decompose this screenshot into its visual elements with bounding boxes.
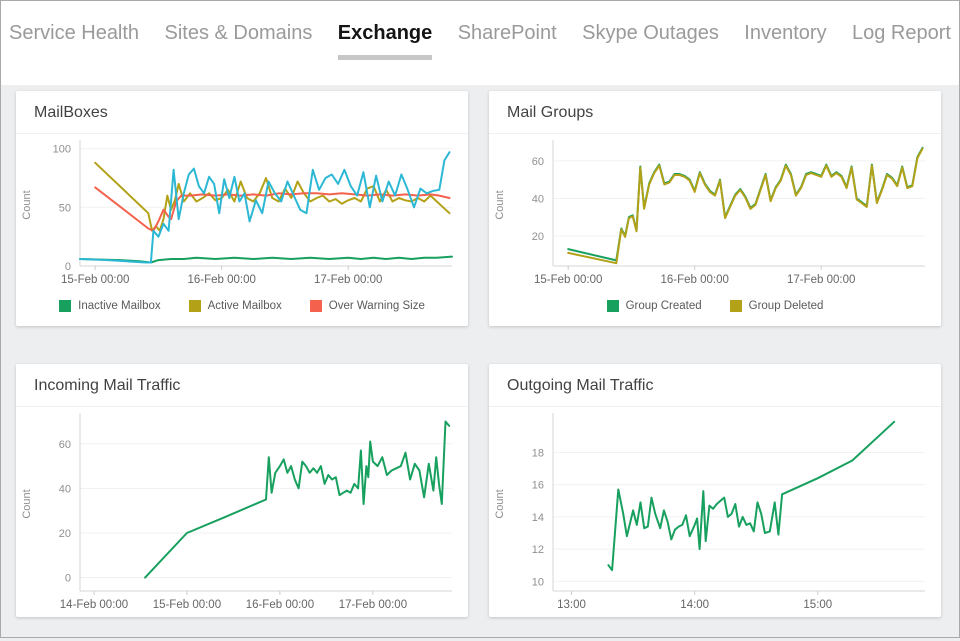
tabs-nav: Service Health Sites & Domains Exchange … <box>9 22 951 60</box>
chart-canvas[interactable]: 0 50 100 15-Feb 00:00 16-Feb 00:00 17-Feb 00:… <box>16 136 468 292</box>
dashboard-grid: MailBoxes 0 50 100 15-Feb 00:00 16-Feb 00:00… <box>1 85 959 641</box>
svg-text:12: 12 <box>532 544 544 556</box>
mail-groups-line-chart[interactable]: 20 40 60 15-Feb 00:00 16-Feb 00:00 17-Feb 00:… <box>489 136 941 292</box>
legend-item: Active Mailbox <box>188 300 282 312</box>
chart-legend: Inactive Mailbox Active Mailbox Over Warni… <box>16 292 468 326</box>
svg-text:60: 60 <box>59 439 71 451</box>
svg-text:17-Feb 00:00: 17-Feb 00:00 <box>787 274 855 286</box>
svg-text:14: 14 <box>532 512 544 524</box>
legend-label: Over Warning Size <box>328 300 425 312</box>
svg-text:50: 50 <box>59 202 71 214</box>
svg-text:17-Feb 00:00: 17-Feb 00:00 <box>339 599 407 611</box>
legend-item: Inactive Mailbox <box>59 300 161 312</box>
legend-swatch <box>729 300 742 312</box>
tab-exchange[interactable]: Exchange <box>338 22 432 60</box>
svg-text:14:00: 14:00 <box>680 599 709 611</box>
legend-swatch <box>188 300 201 312</box>
tab-skype-outages[interactable]: Skype Outages <box>582 22 719 44</box>
svg-text:Count: Count <box>21 190 33 219</box>
legend-item: Group Deleted <box>729 300 824 312</box>
legend-swatch <box>59 300 72 312</box>
card-incoming-mail-traffic: Incoming Mail Traffic 0 20 40 60 14-Feb 00:0… <box>16 364 468 617</box>
svg-text:15-Feb 00:00: 15-Feb 00:00 <box>61 274 129 286</box>
card-mailboxes: MailBoxes 0 50 100 15-Feb 00:00 16-Feb 00:00… <box>16 91 468 326</box>
chart-canvas[interactable]: 0 20 40 60 14-Feb 00:00 15-Feb 00:00 16-Feb 00… <box>16 409 468 617</box>
svg-text:20: 20 <box>532 231 544 243</box>
incoming-mail-line-chart[interactable]: 0 20 40 60 14-Feb 00:00 15-Feb 00:00 16-Feb 00… <box>16 409 468 617</box>
tab-inventory[interactable]: Inventory <box>744 22 827 44</box>
svg-text:60: 60 <box>532 156 544 168</box>
chart-canvas[interactable]: 10 12 14 16 18 13:00 14:00 15:00 Count <box>489 409 941 617</box>
svg-text:100: 100 <box>53 144 71 156</box>
card-mail-groups: Mail Groups 20 40 60 15-Feb 00:00 16-Feb 00:… <box>489 91 941 326</box>
legend-item: Group Created <box>606 300 702 312</box>
legend-label: Group Deleted <box>748 300 824 312</box>
svg-text:40: 40 <box>532 193 544 205</box>
svg-text:0: 0 <box>65 261 71 273</box>
svg-text:20: 20 <box>59 528 71 540</box>
chart-legend: Group Created Group Deleted <box>489 292 941 326</box>
legend-swatch <box>309 300 322 312</box>
tab-service-health[interactable]: Service Health <box>9 22 140 44</box>
svg-text:18: 18 <box>532 447 544 459</box>
svg-text:15-Feb 00:00: 15-Feb 00:00 <box>153 599 221 611</box>
tab-bar: Service Health Sites & Domains Exchange … <box>1 1 959 85</box>
svg-text:16-Feb 00:00: 16-Feb 00:00 <box>660 274 728 286</box>
legend-swatch <box>606 300 619 312</box>
tab-log-report[interactable]: Log Report <box>852 22 951 44</box>
card-outgoing-mail-traffic: Outgoing Mail Traffic 10 12 14 16 18 13:00 14:… <box>489 364 941 617</box>
svg-text:0: 0 <box>65 573 71 585</box>
svg-text:40: 40 <box>59 483 71 495</box>
card-title: Mail Groups <box>489 91 941 134</box>
tab-sharepoint[interactable]: SharePoint <box>457 22 557 44</box>
svg-text:13:00: 13:00 <box>557 599 586 611</box>
card-title: MailBoxes <box>16 91 468 134</box>
svg-text:16: 16 <box>532 480 544 492</box>
legend-label: Group Created <box>625 300 702 312</box>
svg-text:16-Feb 00:00: 16-Feb 00:00 <box>187 274 255 286</box>
mailboxes-line-chart[interactable]: 0 50 100 15-Feb 00:00 16-Feb 00:00 17-Feb 00:… <box>16 136 468 292</box>
svg-text:Count: Count <box>494 190 506 219</box>
legend-label: Active Mailbox <box>207 300 282 312</box>
svg-text:Count: Count <box>494 489 506 518</box>
legend-item: Over Warning Size <box>309 300 425 312</box>
svg-text:10: 10 <box>532 576 544 588</box>
card-title: Incoming Mail Traffic <box>16 364 468 407</box>
svg-text:Count: Count <box>21 489 33 518</box>
tab-sites-domains[interactable]: Sites & Domains <box>164 22 313 44</box>
svg-text:15-Feb 00:00: 15-Feb 00:00 <box>534 274 602 286</box>
outgoing-mail-line-chart[interactable]: 10 12 14 16 18 13:00 14:00 15:00 Count <box>489 409 941 617</box>
svg-text:15:00: 15:00 <box>803 599 832 611</box>
chart-canvas[interactable]: 20 40 60 15-Feb 00:00 16-Feb 00:00 17-Feb 00:… <box>489 136 941 292</box>
legend-label: Inactive Mailbox <box>78 300 161 312</box>
svg-text:16-Feb 00:00: 16-Feb 00:00 <box>246 599 314 611</box>
svg-text:17-Feb 00:00: 17-Feb 00:00 <box>314 274 382 286</box>
svg-text:14-Feb 00:00: 14-Feb 00:00 <box>60 599 128 611</box>
card-title: Outgoing Mail Traffic <box>489 364 941 407</box>
